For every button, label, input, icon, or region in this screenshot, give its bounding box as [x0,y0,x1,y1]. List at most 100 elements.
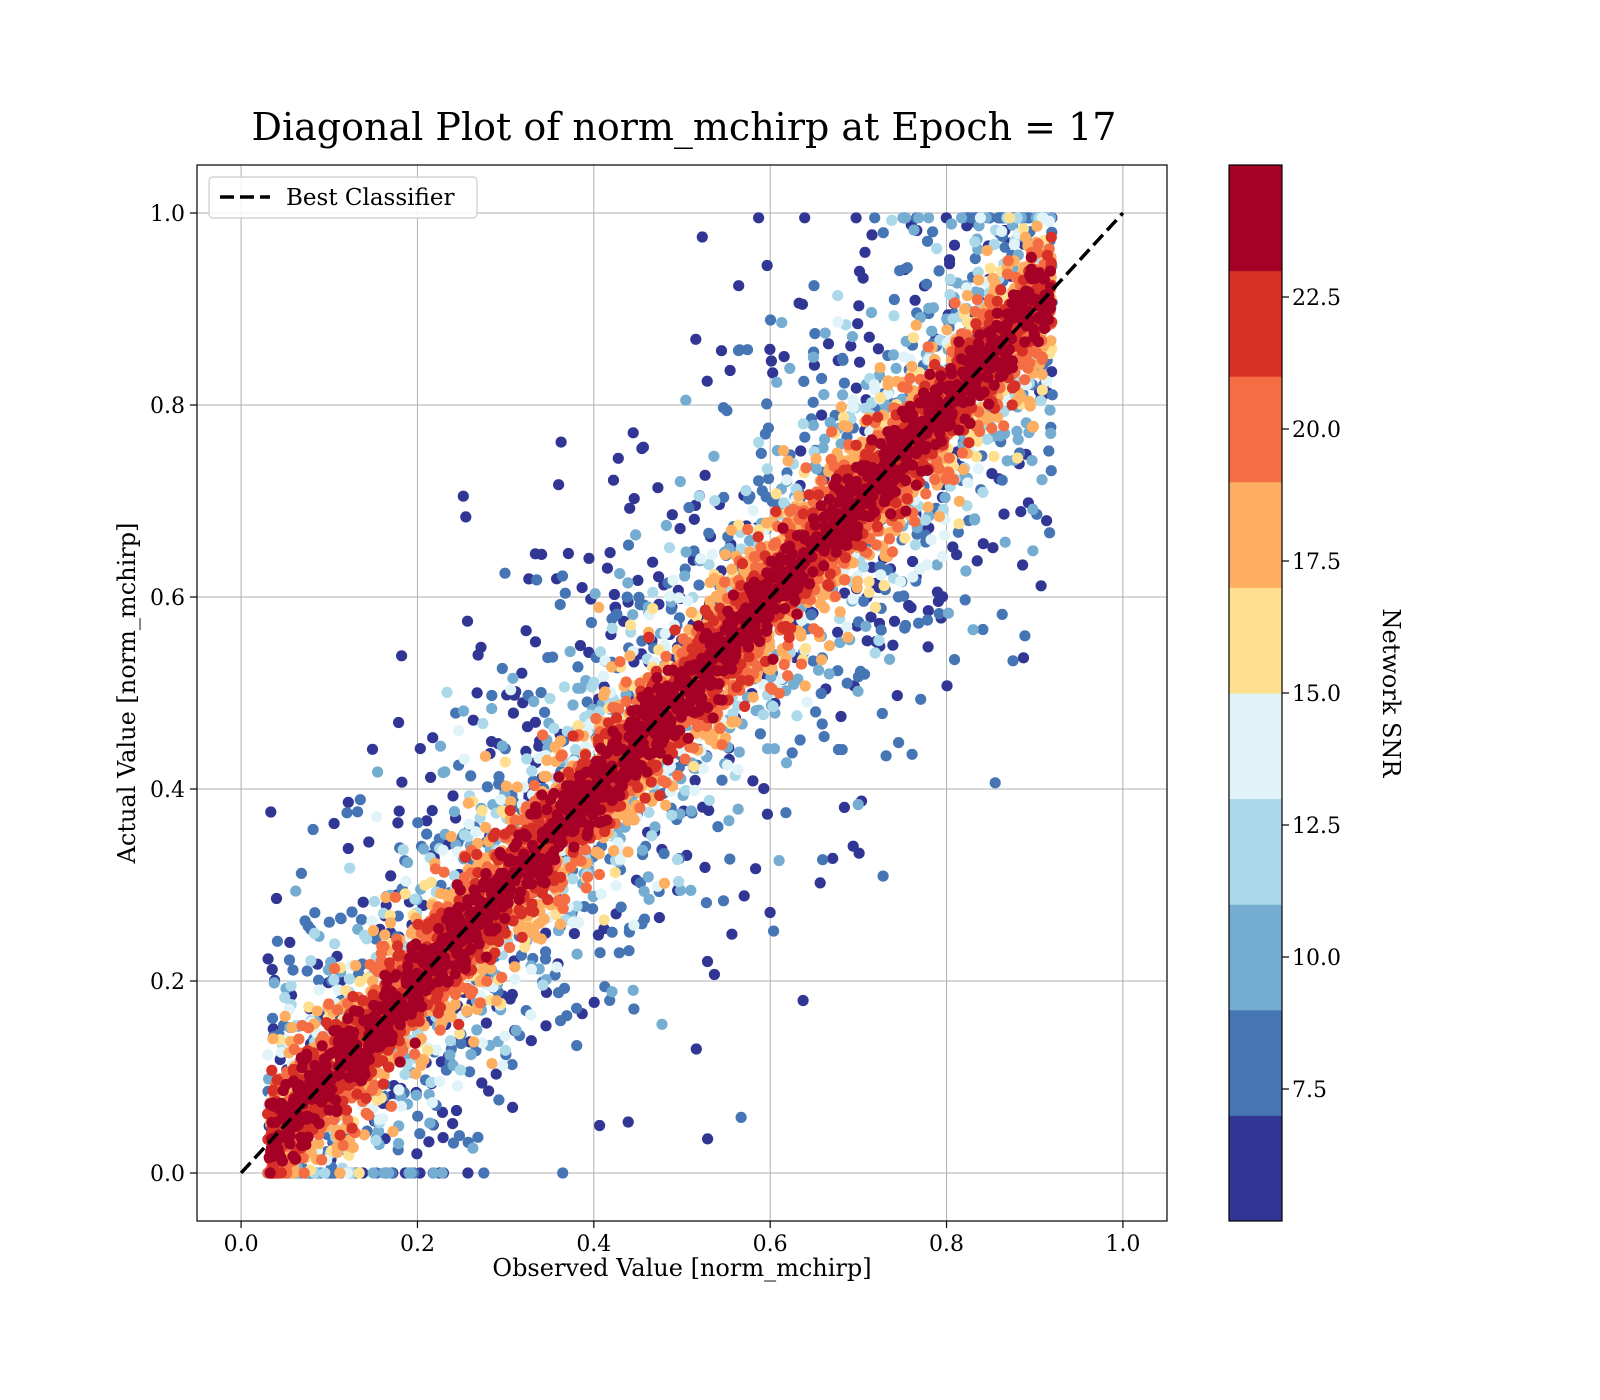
scatter-point [461,615,474,627]
scatter-point [539,706,551,718]
scatter-point [499,567,511,579]
scatter-point [835,710,847,723]
scatter-point [999,536,1011,548]
scatter-point [558,681,571,693]
scatter-point [393,1137,405,1150]
scatter-point [757,709,769,721]
scatter-point [638,885,650,897]
scatter-point [842,631,854,643]
scatter-point [921,278,933,290]
scatter-point [496,662,508,675]
scatter-point [903,599,915,612]
scatter-point [434,1075,446,1088]
scatter-point [732,803,744,815]
scatter-point [525,1035,537,1047]
scatter-point [437,844,449,856]
scatter-point [468,1036,480,1048]
scatter-point [718,491,730,503]
scatter-point [847,394,859,406]
scatter-point [444,1035,457,1047]
scatter-point [262,953,274,965]
scatter-point [706,548,718,561]
scatter-point [589,588,601,600]
scatter-point [487,799,499,811]
scatter-point [664,590,676,602]
scatter-point [628,493,640,505]
scatter-point [418,843,430,855]
scatter-point [506,1101,519,1113]
scatter-point [572,682,584,694]
scatter-point [841,677,853,689]
scatter-point [823,640,836,652]
scatter-point [647,586,659,599]
scatter-point [395,1100,407,1112]
scatter-point [564,646,576,658]
scatter-point [622,1116,634,1128]
scatter-point [521,721,534,733]
scatter-point [832,626,844,638]
scatter-point [922,605,934,617]
scatter-point [555,735,567,747]
scatter-point [708,450,720,462]
scatter-point [1019,630,1031,642]
scatter-point [285,980,297,992]
scatter-point [471,1024,483,1036]
scatter-point [637,441,650,453]
scatter-point [476,805,488,817]
scatter-point [409,893,421,905]
scatter-point [838,420,850,432]
scatter-point [953,518,965,530]
scatter-point [817,854,829,866]
scatter-point [795,627,807,639]
scatter-point [941,324,953,336]
scatter-point [782,455,794,467]
scatter-point [773,855,785,867]
scatter-point [847,593,859,605]
scatter-point [448,806,460,818]
scatter-point [673,592,685,604]
scatter-point [909,539,922,551]
scatter-point [906,748,918,760]
scatter-point [908,332,920,344]
scatter-point [627,984,639,996]
scatter-point [819,327,831,339]
scatter-point [761,463,773,475]
scatter-point [295,867,307,880]
scatter-point [475,641,487,653]
scatter-point [412,817,424,829]
scatter-point [962,477,974,489]
scatter-point [397,844,409,856]
scatter-point [608,588,621,601]
scatter-point [307,823,319,836]
scatter-point [702,1133,714,1145]
scatter-point [907,555,919,568]
scatter-point [695,553,707,565]
scatter-point [931,243,943,255]
scatter-point [998,508,1010,520]
scatter-point [901,382,913,394]
scatter-point [437,767,449,779]
scatter-point [342,842,354,855]
scatter-point [323,916,335,928]
scatter-point [741,344,754,356]
scatter-point [878,580,890,592]
scatter-point [853,847,865,859]
scatter-point [880,750,892,762]
scatter-point [860,620,872,632]
scatter-point [622,577,634,589]
scatter-point [977,623,989,636]
scatter-point [816,718,828,730]
scatter-point [921,614,934,626]
scatter-point [996,474,1008,486]
scatter-point [328,817,340,830]
scatter-point [270,892,283,905]
scatter-point [393,805,405,817]
scatter-point [941,680,953,692]
scatter-point [383,1167,395,1179]
scatter-point [313,974,325,986]
scatter-point [593,601,605,614]
scatter-point [425,876,437,888]
scatter-point [583,552,595,565]
scatter-point [1045,427,1057,439]
scatter-point [334,1167,346,1179]
